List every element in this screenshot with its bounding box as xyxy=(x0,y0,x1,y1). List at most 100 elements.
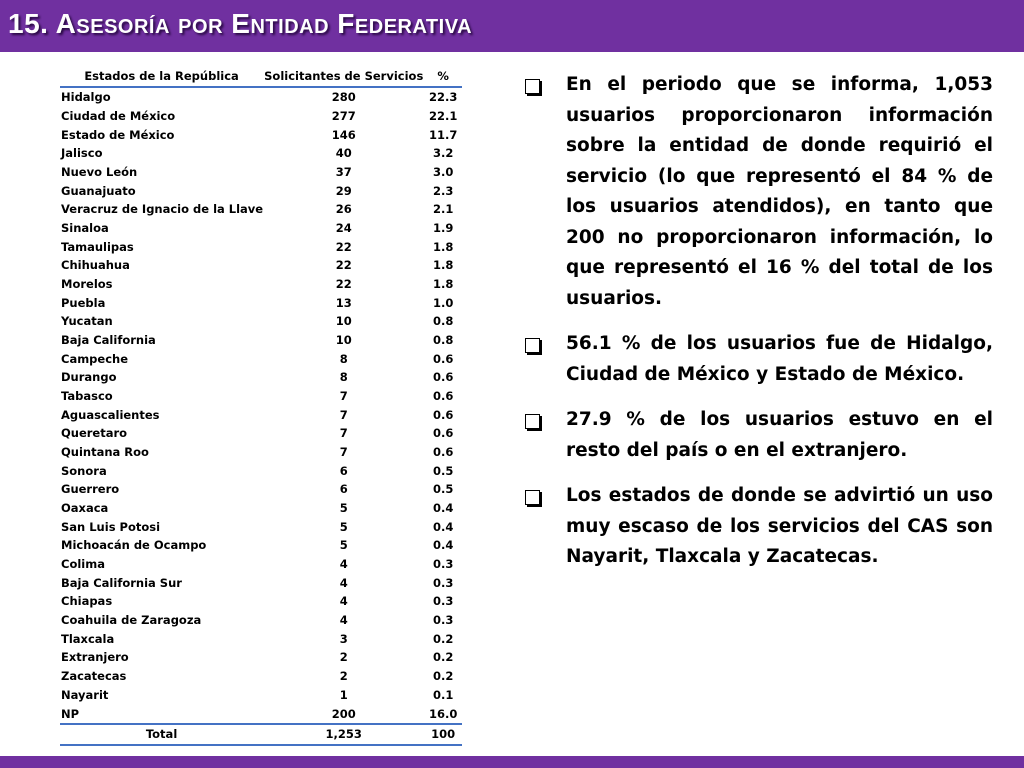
table-row: Campeche 8 0.6 xyxy=(60,349,462,368)
table-row: Baja California Sur 4 0.3 xyxy=(60,573,462,592)
state-cell: Guerrero xyxy=(61,482,120,497)
percent-cell: 0.1 xyxy=(432,687,454,702)
count-cell: 22 xyxy=(335,277,352,292)
bullet-item: 56.1 % de los usuarios fue de Hidalgo, C… xyxy=(523,329,993,390)
bullet-text: En el periodo que se informa, 1,053 usua… xyxy=(566,74,993,309)
table-row: Sinaloa 24 1.9 xyxy=(60,219,462,238)
count-cell: 29 xyxy=(335,183,352,198)
count-cell: 146 xyxy=(331,127,356,142)
percent-cell: 2.1 xyxy=(432,202,454,217)
table-row: San Luis Potosi 5 0.4 xyxy=(60,517,462,536)
state-cell: Tlaxcala xyxy=(61,631,115,646)
percent-cell: 0.3 xyxy=(432,613,454,628)
state-cell: Queretaro xyxy=(61,426,128,441)
percent-cell: 0.8 xyxy=(432,333,454,348)
checkbox-square-icon xyxy=(525,79,540,94)
table-row: Aguascalientes 7 0.6 xyxy=(60,405,462,424)
percent-cell: 1.8 xyxy=(432,258,454,273)
count-cell: 200 xyxy=(263,704,425,725)
state-cell: Baja California Sur xyxy=(61,575,182,590)
count-cell: 4 xyxy=(339,594,348,609)
count-cell: 8 xyxy=(339,370,348,385)
percent-cell: 0.3 xyxy=(432,557,454,572)
percent-cell: 0.6 xyxy=(432,351,454,366)
count-cell: 22 xyxy=(335,239,352,254)
table-row: Colima 4 0.3 xyxy=(60,555,462,574)
total-label: Total xyxy=(60,723,264,746)
table-row: Baja California 10 0.8 xyxy=(60,331,462,350)
percent-cell: 0.5 xyxy=(432,482,454,497)
state-cell: Nuevo León xyxy=(61,165,138,180)
state-cell: Hidalgo xyxy=(61,90,111,105)
percent-cell: 0.6 xyxy=(432,389,454,404)
percent-cell: 11.7 xyxy=(428,127,458,142)
bullet-item: En el periodo que se informa, 1,053 usua… xyxy=(523,70,993,314)
table-body: Hidalgo 280 22.3 Ciudad de México 277 22.1 Est… xyxy=(60,87,462,725)
table-row: Tabasco 7 0.6 xyxy=(60,387,462,406)
count-cell: 7 xyxy=(339,389,348,404)
table-row: Ciudad de México 277 22.1 xyxy=(60,107,462,126)
header-percent: % xyxy=(424,66,462,88)
percent-cell: 0.6 xyxy=(432,445,454,460)
percent-cell: 0.8 xyxy=(432,314,454,329)
bullet-text: Los estados de donde se advirtió un uso … xyxy=(566,485,993,567)
percent-cell: 0.6 xyxy=(432,407,454,422)
header-states: Estados de la República xyxy=(60,66,264,88)
count-cell: 5 xyxy=(339,519,348,534)
count-cell: 4 xyxy=(339,575,348,590)
count-cell: 26 xyxy=(335,202,352,217)
state-cell: Oaxaca xyxy=(61,501,109,516)
count-cell: 7 xyxy=(339,407,348,422)
percent-cell: 0.2 xyxy=(432,650,454,665)
table-row: Tamaulipas 22 1.8 xyxy=(60,237,462,256)
table-row: Hidalgo 280 22.3 xyxy=(60,87,462,107)
table-row: Morelos 22 1.8 xyxy=(60,275,462,294)
table-row: Yucatan 10 0.8 xyxy=(60,312,462,331)
state-cell: Jalisco xyxy=(61,146,103,161)
table-row: Queretaro 7 0.6 xyxy=(60,424,462,443)
percent-cell: 3.2 xyxy=(432,146,454,161)
percent-cell: 0.6 xyxy=(432,370,454,385)
count-cell: 7 xyxy=(339,426,348,441)
table-row: Extranjero 2 0.2 xyxy=(60,648,462,667)
percent-cell: 2.3 xyxy=(432,183,454,198)
title-bar: 15. Asesoría por Entidad Federativa xyxy=(0,0,1024,52)
percent-cell: 1.8 xyxy=(432,239,454,254)
count-cell: 13 xyxy=(335,295,352,310)
bullet-item: Los estados de donde se advirtió un uso … xyxy=(523,481,993,573)
percent-cell: 0.5 xyxy=(432,463,454,478)
table-row: Jalisco 40 3.2 xyxy=(60,144,462,163)
page-title: 15. Asesoría por Entidad Federativa xyxy=(8,8,473,39)
total-count: 1,253 xyxy=(263,723,425,746)
bullet-item: 27.9 % de los usuarios estuvo en el rest… xyxy=(523,405,993,466)
state-cell: Sinaloa xyxy=(61,221,109,236)
percent-cell: 0.4 xyxy=(432,501,454,516)
count-cell: 37 xyxy=(335,165,352,180)
checkbox-square-icon xyxy=(525,338,540,353)
table-row: Nuevo León 37 3.0 xyxy=(60,163,462,182)
table-row: Chiapas 4 0.3 xyxy=(60,592,462,611)
percent-cell: 1.0 xyxy=(432,295,454,310)
table-row: Zacatecas 2 0.2 xyxy=(60,667,462,686)
percent-cell: 3.0 xyxy=(432,165,454,180)
percent-cell: 0.4 xyxy=(432,538,454,553)
state-cell: Michoacán de Ocampo xyxy=(61,538,207,553)
state-cell: Campeche xyxy=(61,351,129,366)
table-row: Chihuahua 22 1.8 xyxy=(60,256,462,275)
count-cell: 6 xyxy=(339,482,348,497)
table-row: Estado de México 146 11.7 xyxy=(60,125,462,144)
state-cell: Guanajuato xyxy=(61,183,136,198)
bottom-bar xyxy=(0,756,1024,768)
bullet-text: 27.9 % de los usuarios estuvo en el rest… xyxy=(566,409,993,461)
percent-cell: 0.2 xyxy=(432,669,454,684)
percent-cell: 1.9 xyxy=(432,221,454,236)
state-cell: Morelos xyxy=(61,277,113,292)
count-cell: 6 xyxy=(339,463,348,478)
table-row: Nayarit 1 0.1 xyxy=(60,686,462,705)
table-row: Michoacán de Ocampo 5 0.4 xyxy=(60,536,462,555)
percent-cell: 16.0 xyxy=(424,704,462,725)
table-row: Durango 8 0.6 xyxy=(60,368,462,387)
table-row: Guanajuato 29 2.3 xyxy=(60,181,462,200)
count-cell: 2 xyxy=(339,650,348,665)
count-cell: 7 xyxy=(339,445,348,460)
